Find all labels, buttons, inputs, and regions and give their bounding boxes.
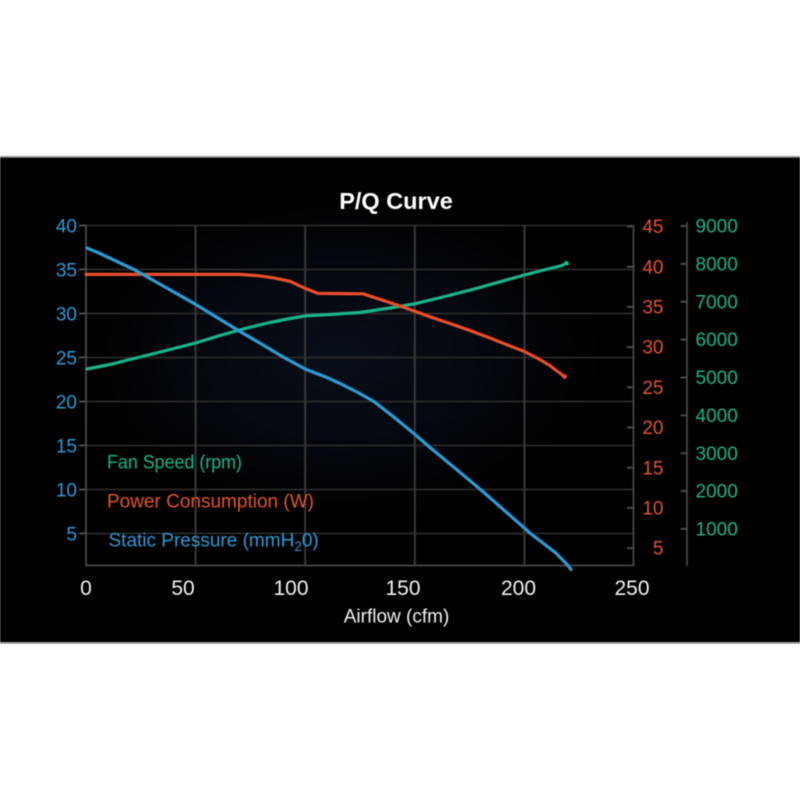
svg-text:3000: 3000 <box>696 444 738 465</box>
svg-text:40: 40 <box>642 257 663 278</box>
svg-text:35: 35 <box>56 261 77 282</box>
svg-text:10: 10 <box>56 481 77 502</box>
svg-text:15: 15 <box>642 458 663 479</box>
svg-text:5: 5 <box>653 539 664 560</box>
svg-text:15: 15 <box>56 437 77 458</box>
svg-text:35: 35 <box>642 298 663 319</box>
svg-text:30: 30 <box>642 338 663 359</box>
svg-text:30: 30 <box>56 305 77 326</box>
svg-text:4000: 4000 <box>696 406 738 427</box>
svg-text:150: 150 <box>385 577 420 600</box>
svg-text:1000: 1000 <box>696 520 738 541</box>
svg-text:5000: 5000 <box>696 368 738 389</box>
svg-text:Fan Speed (rpm): Fan Speed (rpm) <box>107 453 242 474</box>
svg-text:Static Pressure (mmH20): Static Pressure (mmH20) <box>109 531 319 555</box>
svg-text:20: 20 <box>56 393 77 414</box>
svg-text:0: 0 <box>80 577 92 600</box>
svg-text:40: 40 <box>56 217 77 238</box>
svg-text:100: 100 <box>273 577 308 600</box>
svg-text:45: 45 <box>642 217 663 238</box>
svg-text:P/Q Curve: P/Q Curve <box>339 188 453 214</box>
svg-text:25: 25 <box>642 378 663 399</box>
svg-text:20: 20 <box>642 418 663 439</box>
svg-text:10: 10 <box>642 499 663 520</box>
svg-text:8000: 8000 <box>696 255 738 276</box>
svg-text:9000: 9000 <box>696 217 738 238</box>
svg-text:50: 50 <box>171 577 194 600</box>
svg-text:5: 5 <box>66 525 77 546</box>
svg-text:7000: 7000 <box>696 292 738 313</box>
svg-text:Power Consumption (W): Power Consumption (W) <box>107 492 314 513</box>
svg-text:Airflow (cfm): Airflow (cfm) <box>344 607 450 628</box>
svg-text:2000: 2000 <box>696 482 738 503</box>
svg-text:6000: 6000 <box>696 330 738 351</box>
svg-text:250: 250 <box>614 577 649 600</box>
svg-text:25: 25 <box>56 349 77 370</box>
svg-text:200: 200 <box>501 577 536 600</box>
